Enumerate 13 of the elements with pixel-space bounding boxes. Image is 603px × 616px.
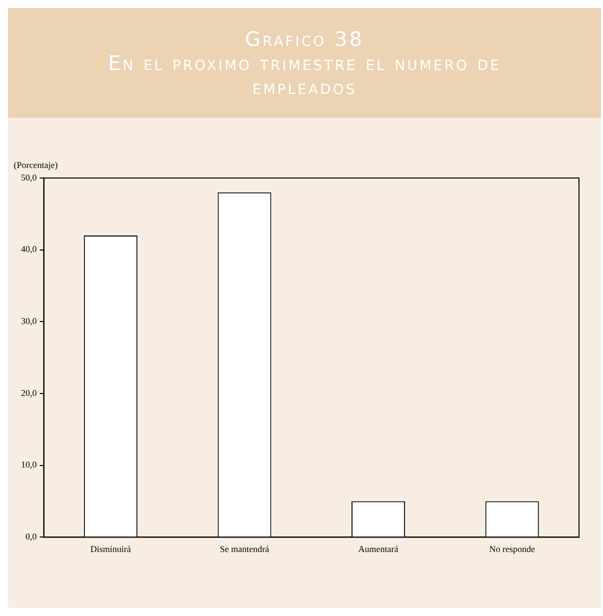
y-tick-label: 20,0: [21, 388, 38, 398]
x-tick-label: No responde: [489, 544, 535, 554]
y-tick-label: 30,0: [21, 316, 38, 326]
x-tick-label: Disminuirá: [90, 544, 131, 554]
y-tick-label: 40,0: [21, 244, 38, 254]
x-tick-label: Se mantendrá: [220, 544, 270, 554]
y-tick-label: 0,0: [26, 532, 38, 542]
x-tick-label: Aumentará: [358, 544, 398, 554]
y-tick-label: 50,0: [21, 172, 38, 182]
chart-subtitle: En el proximo trimestre el numero de empleados: [106, 51, 502, 99]
y-axis-title: (Porcentaje): [14, 160, 58, 170]
y-tick-label: 10,0: [21, 460, 38, 470]
chart-title: Grafico 38: [244, 27, 364, 51]
